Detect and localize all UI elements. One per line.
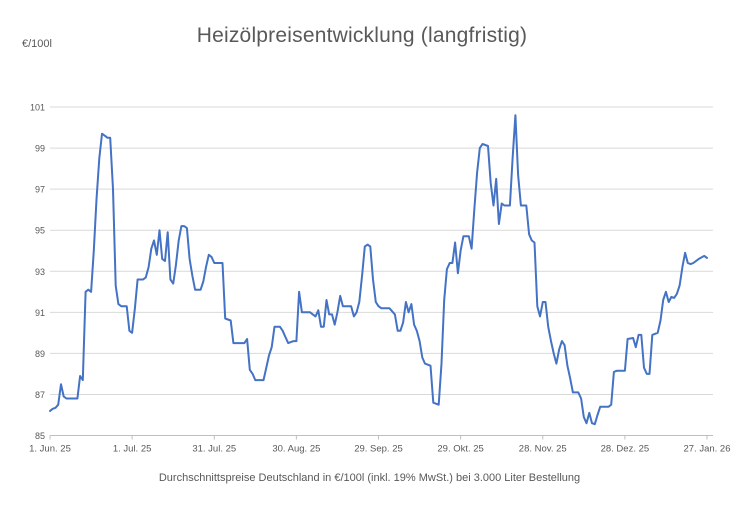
y-axis-unit-label: €/100l (22, 38, 52, 50)
chart-footnote: Durchschnittspreise Deutschland in €/100… (158, 472, 581, 484)
y-tick-label: 95 (35, 226, 45, 236)
x-tick-label: 28. Dez. 25 (601, 444, 650, 455)
x-tick-label: 27. Jan. 26 (683, 444, 730, 455)
y-tick-label: 85 (35, 431, 45, 441)
x-tick-label: 29. Okt. 25 (437, 444, 483, 455)
x-tick-label: 31. Jul. 25 (192, 444, 236, 455)
y-tick-label: 101 (30, 103, 45, 113)
x-tick-label: 28. Nov. 25 (519, 444, 567, 455)
heating-oil-price-line (49, 114, 708, 426)
x-tick-label: 30. Aug. 25 (272, 444, 320, 455)
y-tick-label: 91 (35, 308, 45, 318)
chart-title: Heizölpreisentwicklung (langfristig) (196, 24, 528, 47)
y-tick-label: 97 (35, 185, 45, 195)
y-tick-label: 89 (35, 349, 45, 359)
x-tick-label: 1. Jun. 25 (29, 444, 71, 455)
y-tick-label: 99 (35, 144, 45, 154)
x-tick-label: 29. Sep. 25 (354, 444, 403, 455)
y-tick-label: 93 (35, 267, 45, 277)
y-tick-label: 87 (35, 390, 45, 400)
x-tick-label: 1. Jul. 25 (113, 444, 152, 455)
